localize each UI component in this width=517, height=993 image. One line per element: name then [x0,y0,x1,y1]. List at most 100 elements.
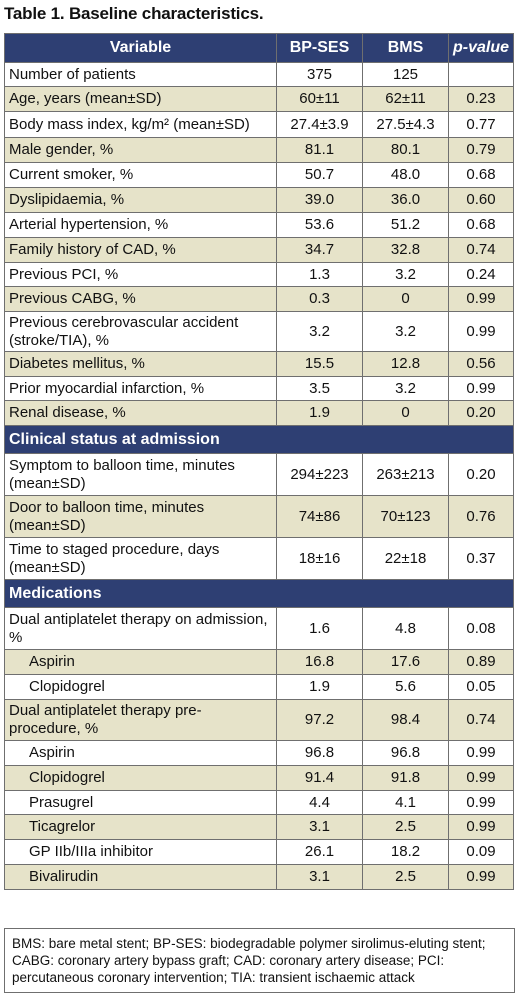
table-row: Aspirin 16.8 17.6 0.89 [4,649,514,675]
bms-value: 4.1 [362,790,449,815]
row-label: Dual antiplatelet therapy on admission, … [4,607,277,650]
bpses-value: 0.3 [276,286,363,312]
table-row: Clopidogrel 1.9 5.6 0.05 [4,674,514,700]
header-pvalue: p-value [448,33,514,63]
p-value: 0.89 [448,649,514,675]
p-value: 0.99 [448,790,514,815]
p-value: 0.60 [448,187,514,213]
row-label: Previous CABG, % [4,286,277,312]
table-header-row: Variable BP-SES BMS p-value [4,33,514,63]
p-value: 0.05 [448,674,514,700]
bpses-value: 1.6 [276,607,363,650]
table-row: Family history of CAD, % 34.7 32.8 0.74 [4,237,514,263]
bpses-value: 3.1 [276,864,363,890]
table-row: Number of patients 375 125 [4,62,514,87]
header-bpses: BP-SES [276,33,363,63]
p-value: 0.74 [448,237,514,263]
row-label: Door to balloon time, minutes (mean±SD) [4,495,277,538]
table-row: Door to balloon time, minutes (mean±SD) 7… [4,495,514,538]
bms-value: 3.2 [362,311,449,352]
bms-value: 0 [362,400,449,426]
row-label: Number of patients [4,62,277,87]
bpses-value: 375 [276,62,363,87]
bpses-value: 34.7 [276,237,363,263]
p-value: 0.74 [448,699,514,741]
bpses-value: 81.1 [276,137,363,163]
bms-value: 125 [362,62,449,87]
table-row: Prior myocardial infarction, % 3.5 3.2 0.99 [4,376,514,401]
bms-value: 22±18 [362,537,449,580]
table-row: Body mass index, kg/m² (mean±SD) 27.4±3.9… [4,111,514,138]
bpses-value: 294±223 [276,453,363,496]
row-label: Prasugrel [4,790,277,815]
p-value: 0.99 [448,765,514,791]
p-value: 0.23 [448,86,514,112]
bpses-value: 74±86 [276,495,363,538]
table-row: Bivalirudin 3.1 2.5 0.99 [4,864,514,890]
bms-value: 51.2 [362,212,449,238]
p-value: 0.79 [448,137,514,163]
row-label: Ticagrelor [4,814,277,840]
row-label: Renal disease, % [4,400,277,426]
table-row: Ticagrelor 3.1 2.5 0.99 [4,814,514,840]
table-title: Table 1. Baseline characteristics. [4,4,264,23]
bms-value: 18.2 [362,839,449,865]
bms-value: 32.8 [362,237,449,263]
bpses-value: 50.7 [276,162,363,188]
bms-value: 27.5±4.3 [362,111,449,138]
row-label: Clopidogrel [4,765,277,791]
row-label: Bivalirudin [4,864,277,890]
bpses-value: 53.6 [276,212,363,238]
row-label: Prior myocardial infarction, % [4,376,277,401]
bms-value: 62±11 [362,86,449,112]
bms-value: 2.5 [362,814,449,840]
bpses-value: 3.5 [276,376,363,401]
table-row: GP IIb/IIIa inhibitor 26.1 18.2 0.09 [4,839,514,865]
table-row: Clopidogrel 91.4 91.8 0.99 [4,765,514,791]
table-row: Renal disease, % 1.9 0 0.20 [4,400,514,426]
p-value: 0.20 [448,400,514,426]
table-row: Age, years (mean±SD) 60±11 62±11 0.23 [4,86,514,112]
row-label: Age, years (mean±SD) [4,86,277,112]
row-label: Aspirin [4,649,277,675]
row-label: Male gender, % [4,137,277,163]
bpses-value: 18±16 [276,537,363,580]
p-value: 0.99 [448,311,514,352]
table-footnote: BMS: bare metal stent; BP-SES: biodegrad… [4,928,515,993]
bms-value: 12.8 [362,351,449,377]
p-value: 0.99 [448,740,514,766]
table-row: Previous PCI, % 1.3 3.2 0.24 [4,262,514,287]
bpses-value: 16.8 [276,649,363,675]
bpses-value: 97.2 [276,699,363,741]
bms-value: 91.8 [362,765,449,791]
bpses-value: 1.9 [276,400,363,426]
bms-value: 70±123 [362,495,449,538]
bpses-value: 26.1 [276,839,363,865]
row-label: Family history of CAD, % [4,237,277,263]
bpses-value: 1.3 [276,262,363,287]
row-label: Aspirin [4,740,277,766]
bpses-value: 27.4±3.9 [276,111,363,138]
bms-value: 80.1 [362,137,449,163]
row-label: Current smoker, % [4,162,277,188]
bms-value: 98.4 [362,699,449,741]
table-row: Previous cerebrovascular accident (strok… [4,311,514,352]
table-row: Dual antiplatelet therapy pre-procedure,… [4,699,514,741]
p-value: 0.24 [448,262,514,287]
section-header-row: Clinical status at admission [4,425,514,454]
row-label: Dual antiplatelet therapy pre-procedure,… [4,699,277,741]
table-row: Current smoker, % 50.7 48.0 0.68 [4,162,514,188]
row-label: Arterial hypertension, % [4,212,277,238]
p-value: 0.99 [448,864,514,890]
row-label: Symptom to balloon time, minutes (mean±S… [4,453,277,496]
row-label: Clopidogrel [4,674,277,700]
bms-value: 2.5 [362,864,449,890]
table-row: Prasugrel 4.4 4.1 0.99 [4,790,514,815]
bpses-value: 1.9 [276,674,363,700]
bpses-value: 60±11 [276,86,363,112]
p-value: 0.99 [448,376,514,401]
table-row: Symptom to balloon time, minutes (mean±S… [4,453,514,496]
bms-value: 0 [362,286,449,312]
bpses-value: 96.8 [276,740,363,766]
header-bms: BMS [362,33,449,63]
